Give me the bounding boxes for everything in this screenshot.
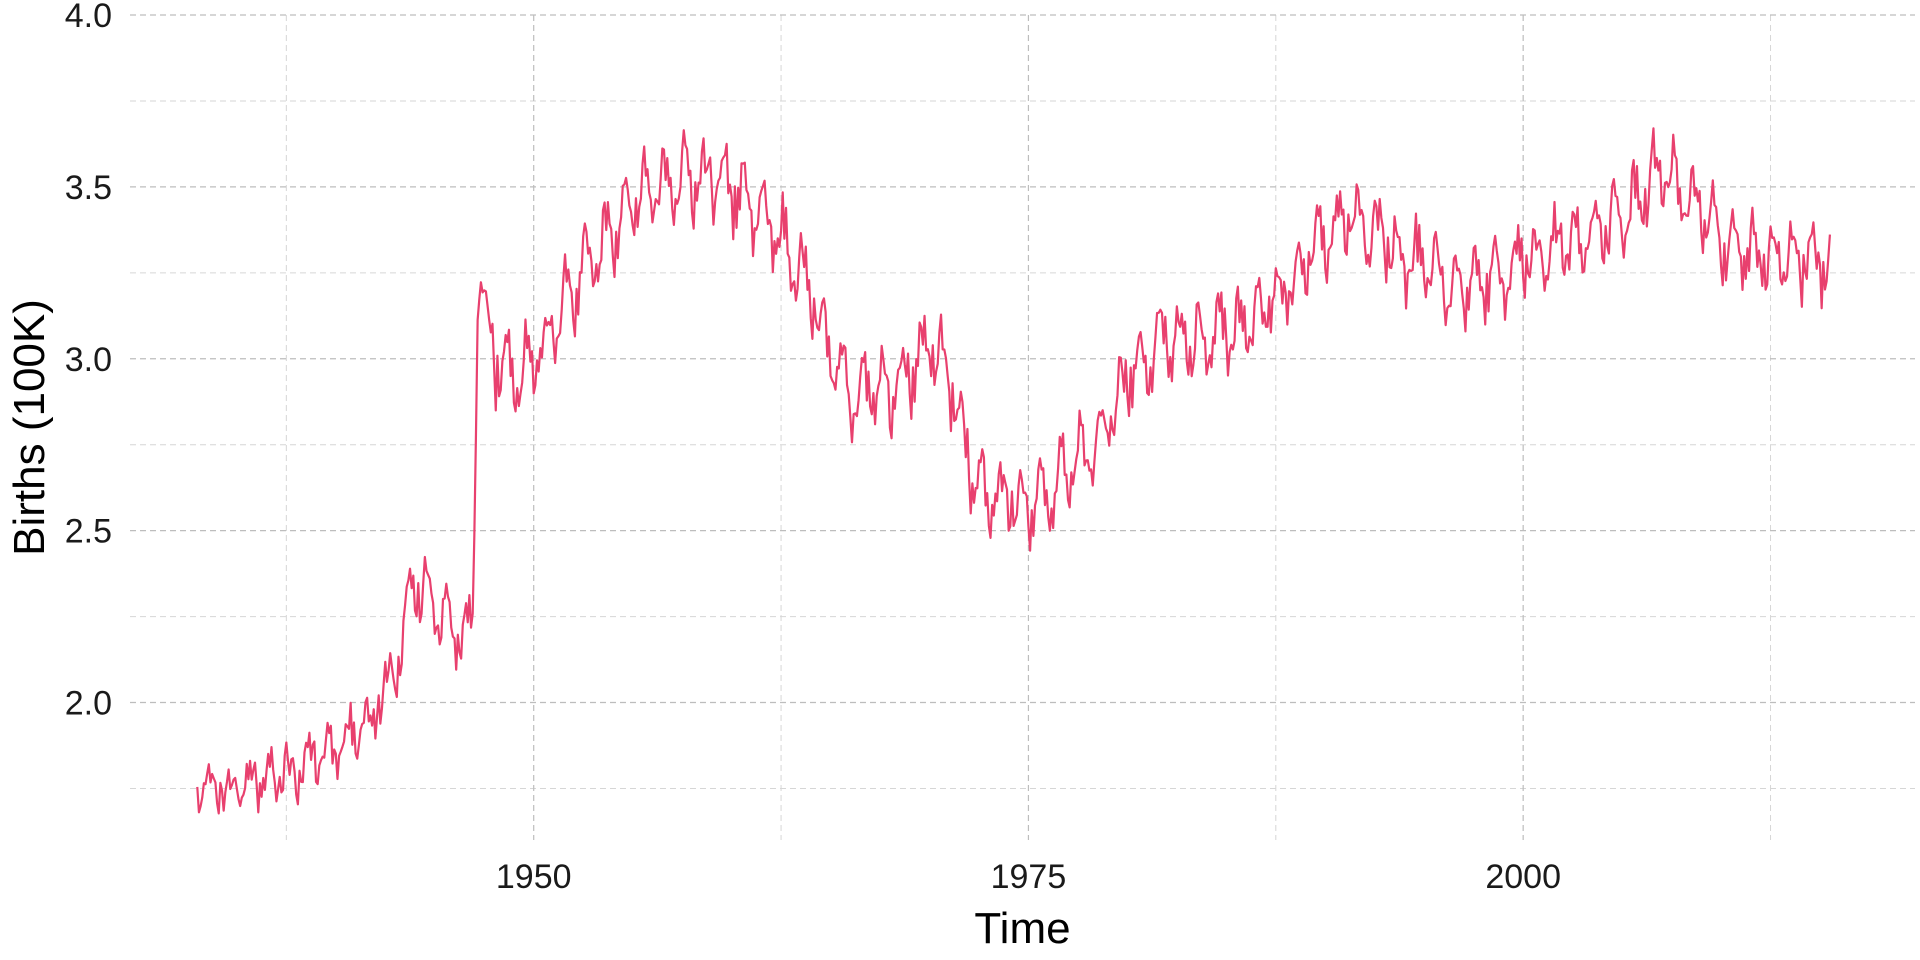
y-axis-title: Births (100K) xyxy=(5,299,54,556)
y-tick-label: 3.0 xyxy=(65,341,112,379)
x-tick-label: 2000 xyxy=(1485,858,1561,896)
grid xyxy=(130,14,1915,840)
y-tick-label: 2.0 xyxy=(65,685,112,723)
x-axis-title: Time xyxy=(974,904,1070,953)
y-tick-label: 4.0 xyxy=(65,0,112,35)
x-tick-label: 1950 xyxy=(496,858,572,896)
y-tick-label: 2.5 xyxy=(65,513,112,551)
tick-labels: 2.0 2.5 3.0 3.5 4.0 1950 1975 2000 xyxy=(65,0,1561,896)
x-tick-label: 1975 xyxy=(991,858,1067,896)
y-tick-label: 3.5 xyxy=(65,169,112,207)
series-layer xyxy=(196,127,1832,815)
series-line-0 xyxy=(196,127,1832,815)
